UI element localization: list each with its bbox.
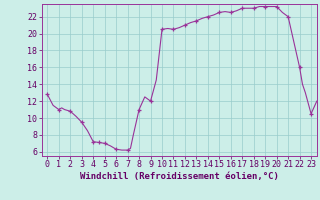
X-axis label: Windchill (Refroidissement éolien,°C): Windchill (Refroidissement éolien,°C) [80,172,279,181]
